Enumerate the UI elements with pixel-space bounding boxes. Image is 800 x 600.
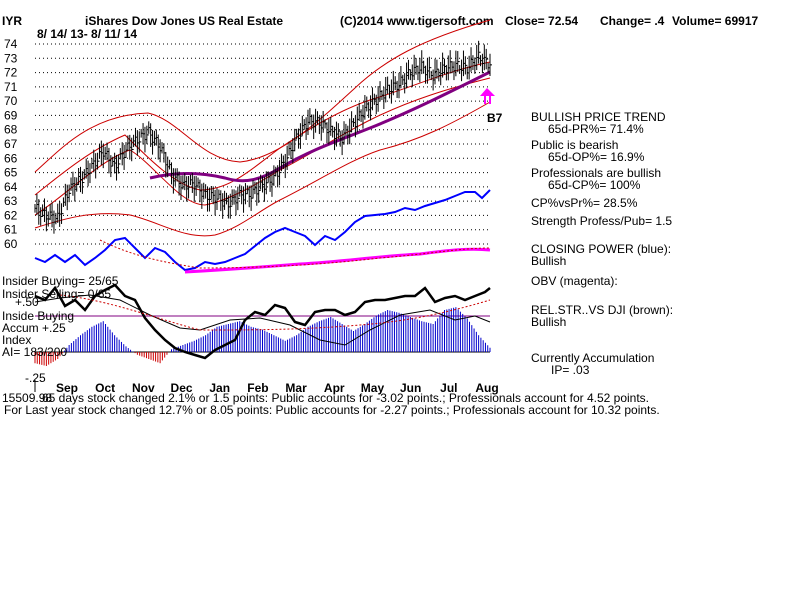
y-tick-label: 63	[4, 194, 18, 208]
x-tick-label: Mar	[285, 381, 307, 395]
y-tick-label: 73	[4, 51, 18, 65]
y-tick-label: 67	[4, 137, 18, 151]
insider-buying-label: Insider Buying= 25/65	[2, 274, 119, 288]
minus-25-label: -.25	[25, 371, 46, 385]
x-tick-label: Dec	[171, 381, 193, 395]
x-tick-label: Feb	[247, 381, 268, 395]
pr-value: 65d-PR%= 71.4%	[548, 122, 644, 136]
x-tick-label: Oct	[95, 381, 115, 395]
y-tick-label: 71	[4, 80, 18, 94]
obv-label: OBV (magenta):	[531, 274, 618, 288]
insider-selling-label: Insider Selling= 0/65	[2, 287, 111, 301]
ticker-symbol: IYR	[2, 14, 22, 28]
strength-value: Strength Profess/Pub= 1.5	[531, 214, 672, 228]
x-tick-label: Apr	[324, 381, 345, 395]
volume-value: Volume= 69917	[672, 14, 758, 28]
ai-label: AI= 183/200	[2, 345, 67, 359]
y-tick-label: 74	[4, 37, 18, 51]
closing-power-label: CLOSING POWER (blue):	[531, 242, 671, 256]
plus-50-label: +.50	[15, 295, 39, 309]
y-tick-label: 72	[4, 66, 18, 80]
outer-upper-band	[34, 19, 491, 173]
index-label: Index	[2, 333, 31, 347]
y-tick-label: 70	[4, 94, 18, 108]
close-value: Close= 72.54	[505, 14, 578, 28]
outer-lower-band	[34, 101, 491, 237]
accumulation-status: Currently Accumulation	[531, 351, 654, 365]
x-axis-ticks: Sep Oct Nov Dec Jan Feb Mar Apr May Jun Jul Aug	[56, 381, 499, 395]
change-value: Change= .4	[600, 14, 665, 28]
x-tick-label: Aug	[475, 381, 498, 395]
footer-line-2: For Last year stock changed 12.7% or 8.0…	[4, 403, 660, 417]
price-bars	[34, 40, 492, 234]
x-tick-label: May	[361, 381, 385, 395]
insider-line	[34, 283, 491, 360]
y-tick-label: 60	[4, 237, 18, 251]
cpvspr-value: CP%vsPr%= 28.5%	[531, 196, 638, 210]
obv-line	[184, 247, 491, 274]
x-tick-label: Jul	[440, 381, 457, 395]
y-tick-label: 62	[4, 208, 18, 222]
accumulation-index-bars	[34, 307, 491, 366]
x-tick-label: Nov	[132, 381, 155, 395]
relstr-value: Bullish	[531, 315, 566, 329]
trend-title: BULLISH PRICE TREND	[531, 110, 666, 124]
inside-buying-label: Inside Buying	[2, 309, 74, 323]
footer-prefix: 15509.98	[2, 391, 52, 405]
x-tick-label: Jan	[209, 381, 230, 395]
inner-upper-band	[34, 61, 491, 196]
footer-line-1: 65 days stock changed 2.1% or 1.5 points…	[42, 391, 649, 405]
y-tick-label: 61	[4, 223, 18, 237]
cp-value: 65d-CP%= 100%	[548, 178, 641, 192]
x-tick-label: Sep	[56, 381, 78, 395]
y-tick-label: 69	[4, 108, 18, 122]
x-tick-label: Jun	[400, 381, 421, 395]
chart-title: iShares Dow Jones US Real Estate	[85, 14, 283, 28]
public-status: Public is bearish	[531, 138, 618, 152]
rel-strength-average	[59, 294, 491, 331]
date-range: 8/ 14/ 13- 8/ 11/ 14	[37, 27, 137, 41]
signal-label: B7	[487, 111, 503, 125]
pros-status: Professionals are bullish	[531, 166, 661, 180]
buy-signal-arrow	[480, 88, 495, 104]
relstr-label: REL.STR..VS DJI (brown):	[531, 303, 673, 317]
y-tick-label: 68	[4, 123, 18, 137]
moving-average-line	[149, 70, 491, 183]
op-value: 65d-OP%= 16.9%	[548, 150, 645, 164]
rel-strength-line	[34, 294, 491, 346]
copyright: (C)2014 www.tigersoft.com	[340, 14, 494, 28]
closing-power-value: Bullish	[531, 254, 566, 268]
ip-value: IP= .03	[551, 363, 590, 377]
y-tick-label: 66	[4, 151, 18, 165]
y-tick-label: 65	[4, 166, 18, 180]
accum-label: Accum +.25	[2, 321, 66, 335]
y-tick-label: 64	[4, 180, 18, 194]
closing-power-line	[34, 189, 491, 272]
